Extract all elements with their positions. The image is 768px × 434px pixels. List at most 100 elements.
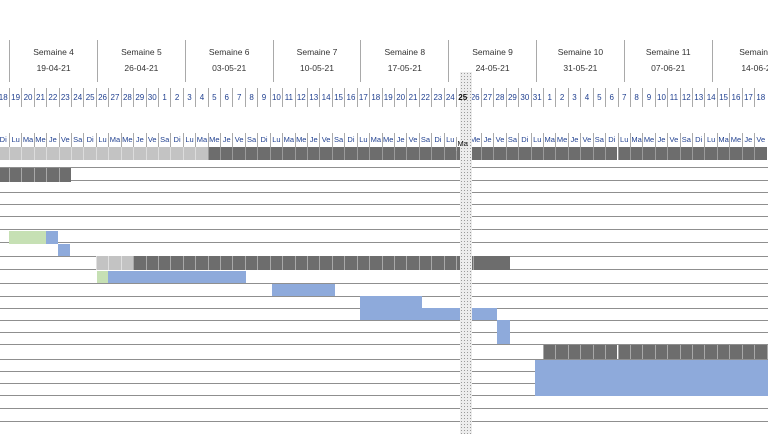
weekday-label: Lu bbox=[704, 133, 716, 147]
weekday-label: Me bbox=[33, 133, 46, 147]
day-number: 10 bbox=[654, 88, 667, 107]
day-number: 26 bbox=[95, 88, 108, 107]
timeline-shade-cell bbox=[356, 147, 370, 160]
summary-bar bbox=[344, 256, 357, 270]
row-divider bbox=[0, 167, 768, 168]
day-number: 5 bbox=[592, 88, 605, 107]
timeline-shade-cell bbox=[667, 147, 680, 160]
row-divider bbox=[0, 332, 768, 333]
summary-bar bbox=[207, 256, 221, 270]
day-number: 17 bbox=[741, 88, 754, 107]
day-number: 13 bbox=[307, 88, 319, 107]
summary-bar bbox=[654, 345, 668, 359]
summary-bar bbox=[0, 168, 9, 182]
summary-bar bbox=[692, 345, 705, 359]
weekday-label: Sa bbox=[592, 133, 605, 147]
today-day-number: 25 bbox=[456, 88, 468, 107]
timeline-shade-cell bbox=[654, 147, 668, 160]
summary-bar bbox=[33, 168, 47, 182]
timeline-shade-cell bbox=[220, 147, 233, 160]
timeline-shade-cell bbox=[108, 147, 121, 160]
summary-bar bbox=[381, 256, 394, 270]
weekday-label: Sa bbox=[244, 133, 257, 147]
day-number: 1 bbox=[157, 88, 170, 107]
timeline-shade-cell bbox=[282, 147, 295, 160]
task-bar bbox=[360, 296, 422, 308]
weekday-label: Je bbox=[654, 133, 667, 147]
week-label: Semaine 8 bbox=[384, 47, 426, 57]
today-weekday-label: Ma bbox=[456, 137, 468, 151]
day-number: 19 bbox=[381, 88, 394, 107]
timeline-shade-cell bbox=[331, 147, 345, 160]
timeline-shade-cell bbox=[207, 147, 221, 160]
week-header-4: Semaine 7 10-05-21 bbox=[272, 40, 361, 82]
weekday-label: Di bbox=[257, 133, 269, 147]
row-divider bbox=[0, 229, 768, 230]
week-header-1: Semaine 4 19-04-21 bbox=[9, 40, 97, 82]
weekday-label: Di bbox=[83, 133, 95, 147]
weekday-label: Je bbox=[741, 133, 754, 147]
timeline-shade-cell bbox=[480, 147, 494, 160]
task-bar bbox=[535, 360, 768, 396]
summary-bar bbox=[580, 345, 593, 359]
row-divider bbox=[0, 383, 768, 384]
summary-bar bbox=[331, 256, 345, 270]
week-date: 31-05-21 bbox=[563, 63, 598, 73]
weekday-label: Me bbox=[729, 133, 741, 147]
timeline-shade-cell bbox=[505, 147, 519, 160]
timeline-shade-cell bbox=[542, 147, 556, 160]
weekday-label: Ve bbox=[493, 133, 505, 147]
timeline-shade-cell bbox=[555, 147, 568, 160]
summary-bar bbox=[182, 256, 196, 270]
summary-bar bbox=[741, 345, 755, 359]
timeline-shade-cell bbox=[294, 147, 307, 160]
weekday-label: Sa bbox=[71, 133, 83, 147]
day-number: 5 bbox=[207, 88, 220, 107]
timeline-shade-cell bbox=[244, 147, 258, 160]
weekday-label: Lu bbox=[8, 133, 21, 147]
week-header-5: Semaine 8 17-05-21 bbox=[360, 40, 448, 82]
weekday-label: Di bbox=[518, 133, 530, 147]
weekday-label: Lu bbox=[356, 133, 369, 147]
timeline-shade-cell bbox=[0, 147, 9, 160]
timeline-shade-cell bbox=[580, 147, 593, 160]
weekday-label: Me bbox=[381, 133, 394, 147]
timeline-shade-cell bbox=[629, 147, 643, 160]
day-number: 14 bbox=[704, 88, 716, 107]
weekday-label: Je bbox=[393, 133, 406, 147]
weekday-label: Di bbox=[170, 133, 182, 147]
summary-bar bbox=[58, 168, 71, 182]
weekday-label: Ve bbox=[145, 133, 158, 147]
day-number: 27 bbox=[480, 88, 493, 107]
day-number: 12 bbox=[294, 88, 307, 107]
timeline-shade-cell bbox=[381, 147, 394, 160]
day-number: 16 bbox=[729, 88, 741, 107]
day-number: 19 bbox=[8, 88, 21, 107]
row-divider bbox=[0, 408, 768, 409]
summary-bar bbox=[108, 256, 121, 270]
row-divider bbox=[0, 359, 768, 360]
summary-bar bbox=[629, 345, 643, 359]
day-number: 16 bbox=[344, 88, 356, 107]
week-date: 07-06-21 bbox=[651, 63, 686, 73]
weekday-label: Di bbox=[431, 133, 443, 147]
row-divider bbox=[0, 421, 768, 422]
timeline-shade-cell bbox=[232, 147, 245, 160]
week-date: 14-06-2 bbox=[741, 63, 768, 73]
summary-bar bbox=[567, 345, 581, 359]
day-number: 2 bbox=[555, 88, 567, 107]
weekday-label: Je bbox=[480, 133, 493, 147]
day-number: 6 bbox=[605, 88, 617, 107]
timeline-shade-cell bbox=[443, 147, 457, 160]
weekday-label: Lu bbox=[530, 133, 543, 147]
summary-bar bbox=[766, 345, 768, 359]
weekday-label: Ma bbox=[195, 133, 207, 147]
summary-bar bbox=[716, 345, 730, 359]
today-marker bbox=[460, 72, 472, 434]
weekday-label: Je bbox=[46, 133, 58, 147]
weekday-label: Je bbox=[220, 133, 232, 147]
timeline-shade-cell bbox=[120, 147, 134, 160]
task-bar bbox=[272, 284, 335, 296]
weekday-label: Je bbox=[307, 133, 319, 147]
summary-bar bbox=[307, 256, 320, 270]
